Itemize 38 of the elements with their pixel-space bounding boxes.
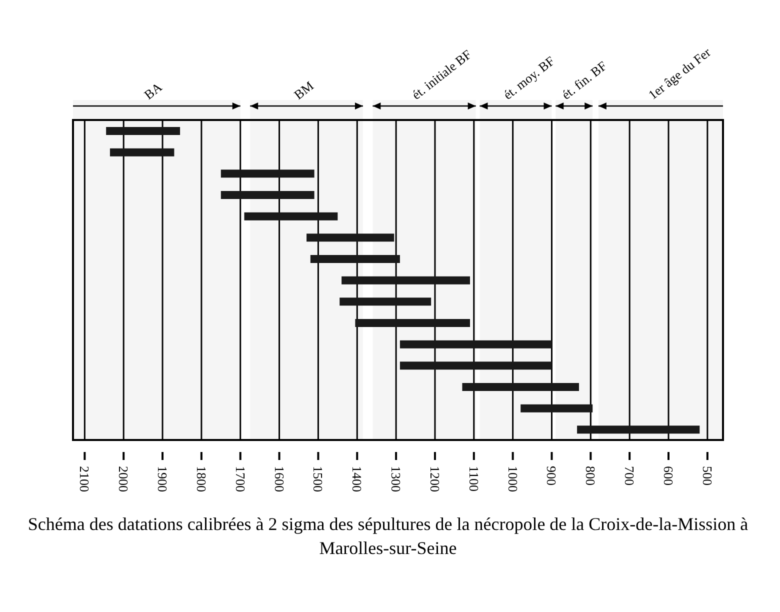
band-label: BA bbox=[141, 79, 166, 102]
bar bbox=[462, 383, 579, 391]
bar bbox=[306, 234, 394, 242]
bar bbox=[520, 404, 593, 412]
bar bbox=[310, 255, 400, 263]
bar bbox=[220, 191, 314, 199]
bar bbox=[106, 127, 180, 135]
x-tick-label: 700 bbox=[622, 466, 638, 486]
x-tick-label: 1200 bbox=[427, 466, 442, 492]
x-tick-label: 1100 bbox=[466, 466, 482, 492]
x-tick-label: 1600 bbox=[272, 466, 287, 492]
bar bbox=[244, 212, 338, 220]
x-tick-label: 1700 bbox=[232, 466, 248, 492]
bar bbox=[342, 276, 470, 284]
bar bbox=[400, 340, 552, 348]
bar bbox=[340, 298, 432, 306]
x-tick-label: 1400 bbox=[350, 466, 365, 492]
x-tick-label: 800 bbox=[583, 466, 598, 486]
bar bbox=[110, 148, 174, 156]
x-tick-label: 1500 bbox=[310, 466, 326, 492]
x-tick-label: 1900 bbox=[155, 466, 170, 492]
x-tick-label: 1000 bbox=[505, 466, 520, 492]
x-tick-label: 500 bbox=[700, 466, 715, 486]
x-tick-label: 2100 bbox=[77, 466, 92, 492]
x-tick-label: 900 bbox=[544, 466, 560, 486]
bar bbox=[577, 426, 700, 434]
x-tick-label: 1300 bbox=[388, 466, 404, 492]
band-label: 1er âge du Fer bbox=[645, 44, 714, 102]
bar bbox=[220, 170, 314, 178]
bar bbox=[400, 362, 552, 370]
x-tick-label: 1800 bbox=[194, 466, 209, 492]
bar bbox=[355, 319, 470, 327]
x-tick-label: 2000 bbox=[116, 466, 132, 492]
x-tick-label: 600 bbox=[661, 466, 676, 486]
band-label: ét. fin. BF bbox=[558, 58, 610, 102]
band-label: BM bbox=[291, 78, 317, 102]
band-label: ét. moy. BF bbox=[500, 53, 558, 102]
text: Schéma des datations calibrées à 2 sigma des sépultures de la nécropole de la Croix-de-la-Mission à Marolles-sur-Seine bbox=[26, 513, 750, 560]
